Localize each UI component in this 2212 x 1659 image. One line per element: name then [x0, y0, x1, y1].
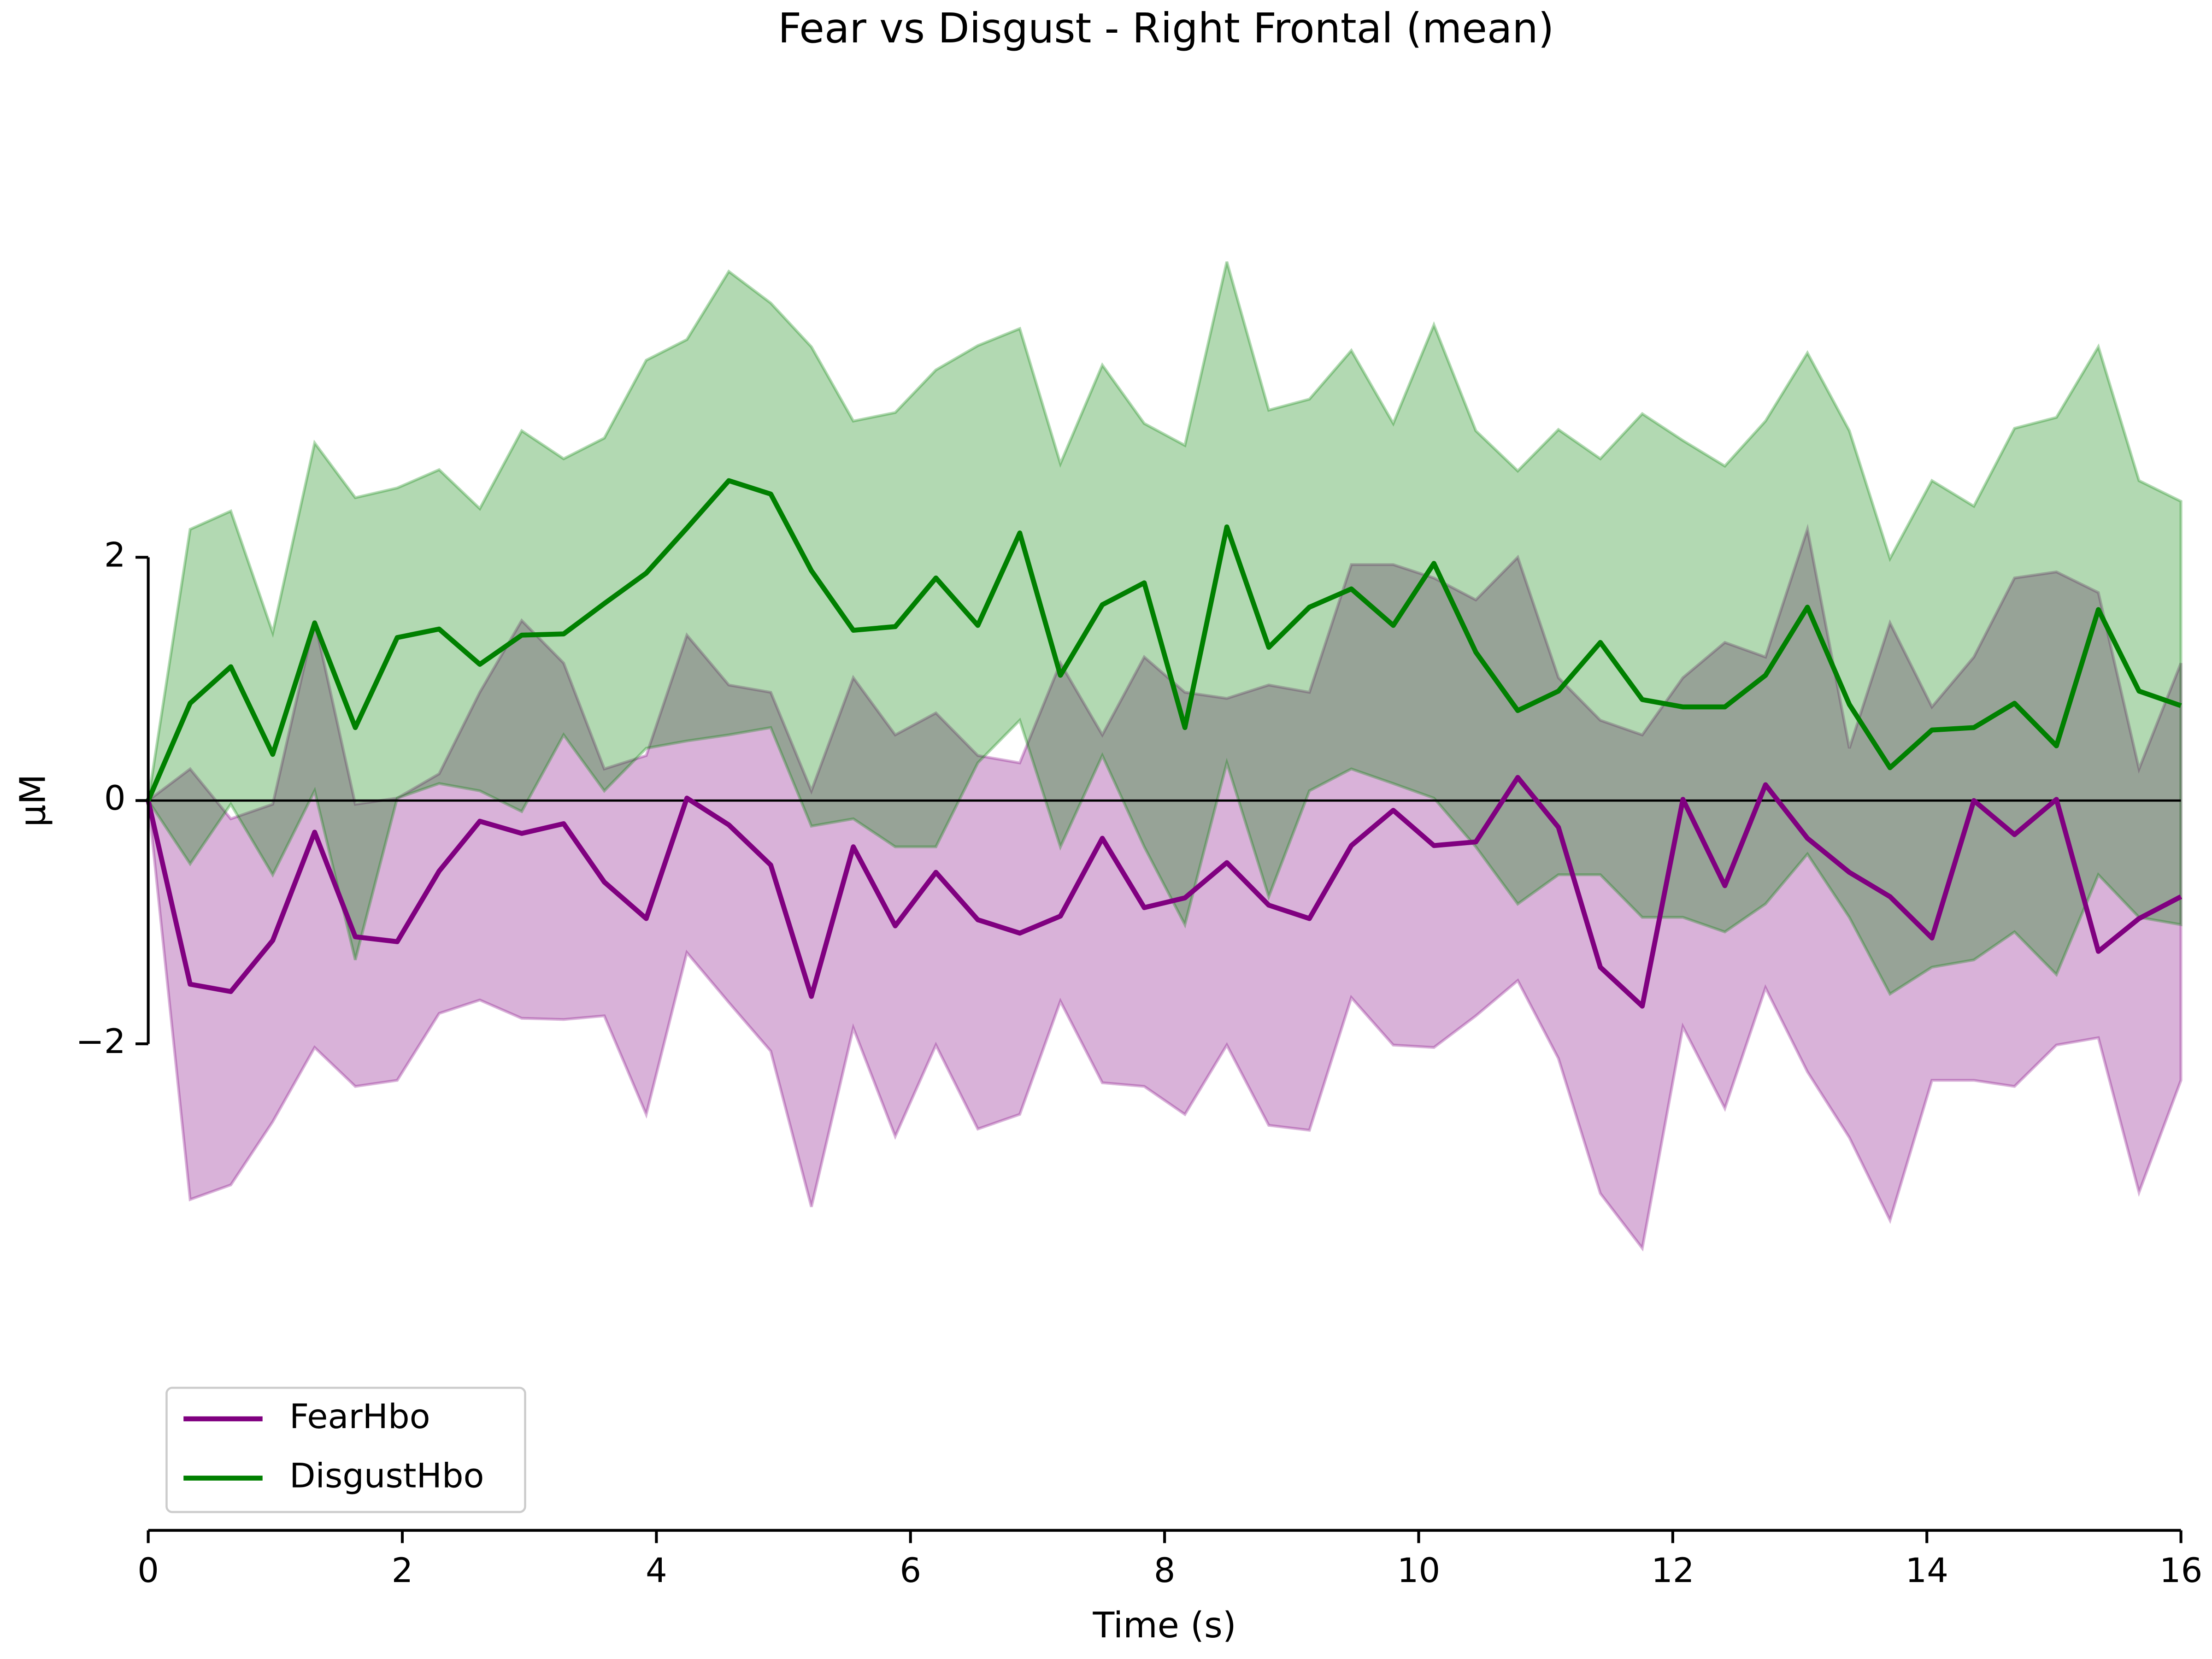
x-tick-label: 14: [1905, 1551, 1948, 1590]
confidence-band: [147, 261, 2183, 996]
x-tick-label: 2: [392, 1551, 413, 1590]
x-tick-label: 10: [1397, 1551, 1441, 1590]
bands: [147, 261, 2183, 1252]
confidence-band: [147, 524, 2183, 1252]
x-tick-label: 16: [2159, 1551, 2203, 1590]
x-axis-label: Time (s): [1092, 1605, 1236, 1646]
x-tick-label: 12: [1651, 1551, 1694, 1590]
y-axis-label: µM: [13, 774, 54, 827]
chart-title: Fear vs Disgust - Right Frontal (mean): [778, 5, 1554, 52]
legend-label: DisgustHbo: [289, 1457, 484, 1496]
y-tick-label: −2: [76, 1022, 125, 1061]
x-tick-label: 0: [137, 1551, 159, 1590]
data-line: [146, 478, 2182, 802]
y-tick-label: 2: [104, 535, 126, 575]
legend: FearHbo DisgustHbo: [165, 1387, 526, 1513]
x-tick-label: 6: [900, 1551, 921, 1590]
legend-label: FearHbo: [289, 1397, 430, 1436]
x-tick-label: 8: [1154, 1551, 1176, 1590]
data-line: [146, 775, 2183, 1009]
x-tick-label: 4: [646, 1551, 667, 1590]
y-tick-label: 0: [104, 779, 126, 818]
